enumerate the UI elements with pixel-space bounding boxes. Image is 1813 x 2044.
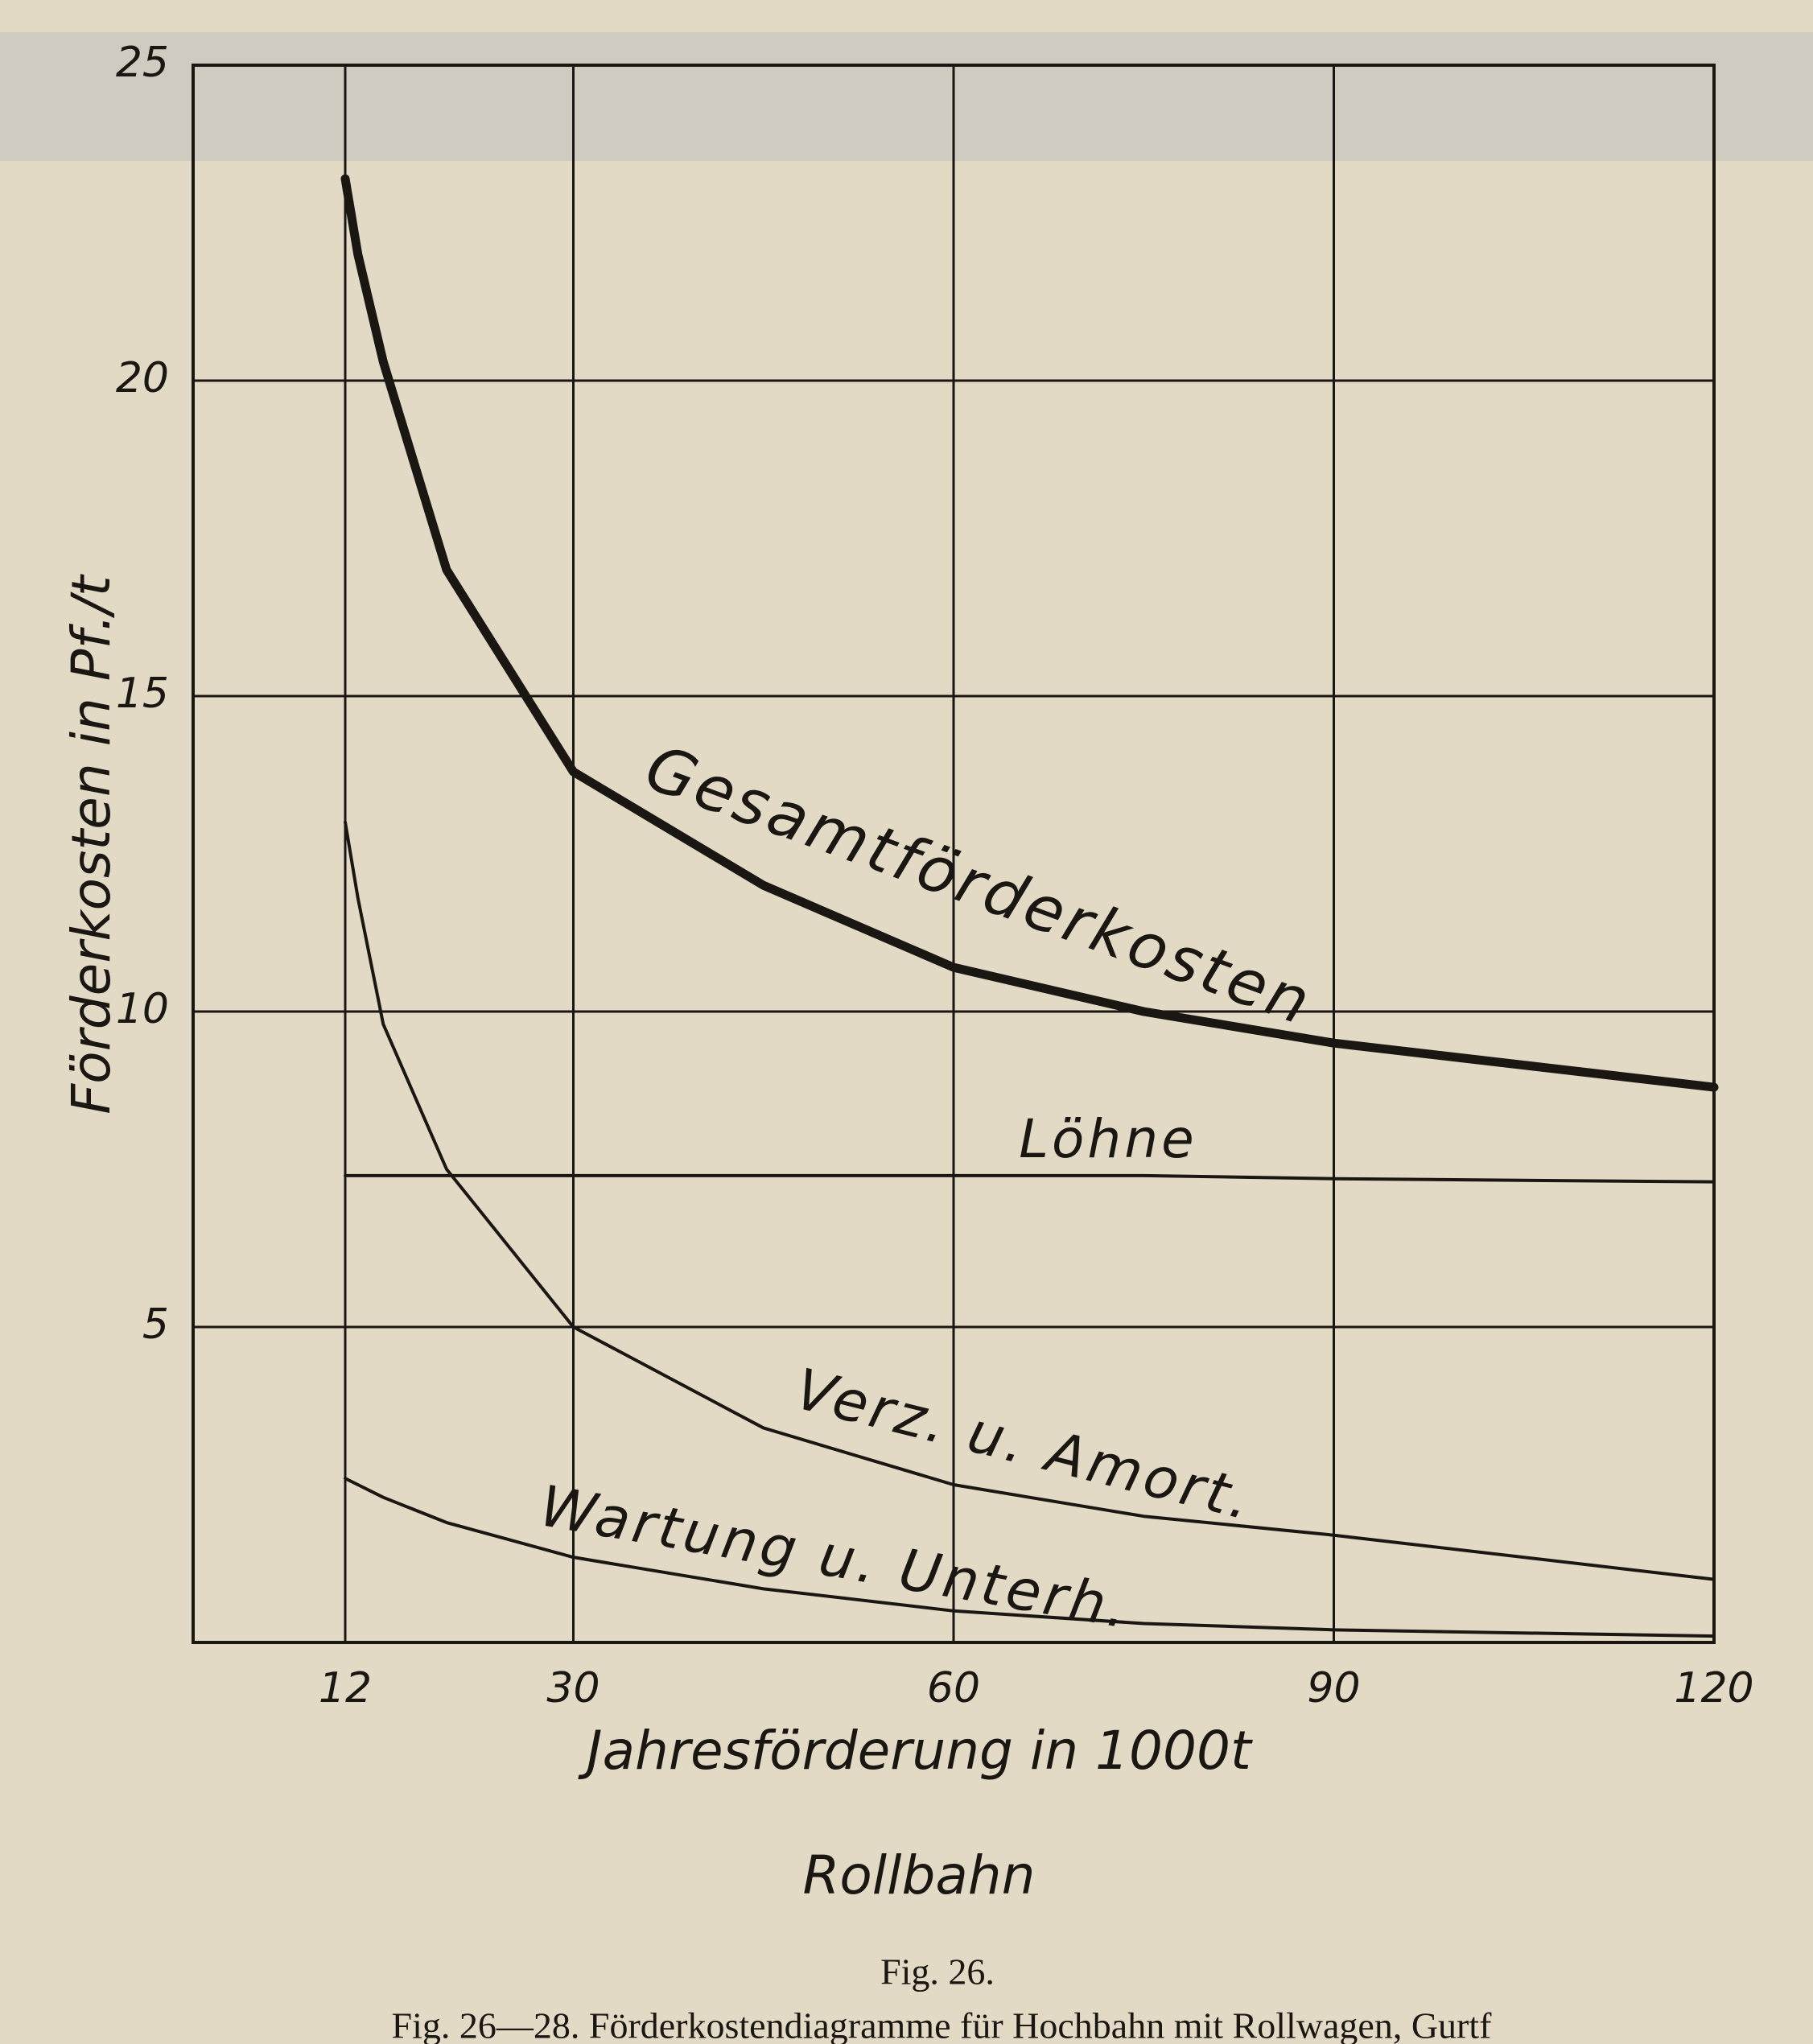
caption: Fig. 26—28. Förderkostendiagramme für Ho… [392, 2005, 1493, 2044]
x-tick-label: 12 [319, 1664, 372, 1712]
x-tick-label: 30 [546, 1664, 600, 1712]
figure-label: Fig. 26. [880, 1951, 995, 1992]
series-line [344, 1477, 1716, 1638]
y-tick-label: 10 [116, 985, 169, 1033]
scan-band [0, 32, 1813, 161]
y-tick-label: 25 [116, 39, 169, 87]
x-axis-label: Jahresförderung in 1000t [578, 1720, 1253, 1782]
series-line [344, 820, 1716, 1581]
y-axis-label: Förderkosten in Pf./t [60, 574, 122, 1115]
x-tick-label: 120 [1674, 1664, 1753, 1712]
y-tick-label: 15 [116, 670, 169, 718]
y-tick-label: 5 [142, 1300, 169, 1349]
x-tick-label: 90 [1307, 1664, 1360, 1712]
series-label: Löhne [1019, 1108, 1197, 1170]
x-tick-label: 60 [927, 1664, 980, 1712]
series-line [340, 174, 1719, 1092]
chart-title: Rollbahn [803, 1844, 1036, 1906]
series-line [344, 1173, 1716, 1184]
y-tick-label: 20 [116, 354, 169, 402]
